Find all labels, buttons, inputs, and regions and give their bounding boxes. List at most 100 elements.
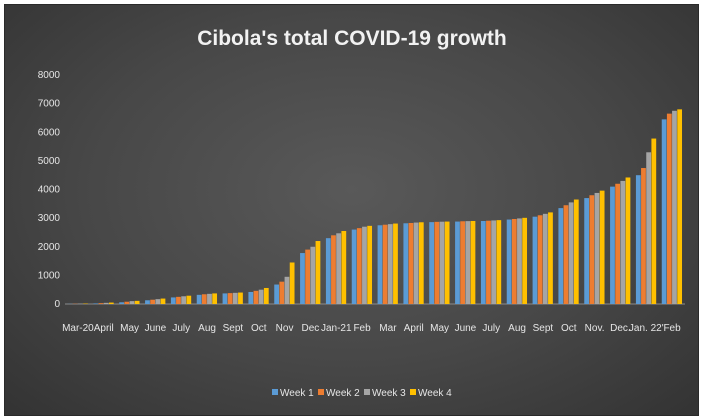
bar-week-3-14 — [439, 221, 445, 304]
bar-week-2-5 — [201, 294, 207, 304]
legend-label-week-3: Week 3 — [372, 388, 406, 399]
bar-week-3-20 — [594, 192, 600, 304]
bar-week-4-13 — [418, 222, 424, 304]
y-tick-label: 1000 — [38, 270, 61, 281]
bar-week-3-8 — [284, 276, 290, 304]
y-tick-label: 5000 — [38, 156, 61, 167]
bar-week-4-15 — [470, 220, 476, 304]
bar-week-2-18 — [537, 215, 543, 304]
bar-week-4-22 — [651, 138, 657, 304]
bar-week-4-12 — [393, 223, 398, 304]
y-axis-ticks: 0 1000 2000 3000 4000 5000 6000 7000 8000 — [38, 70, 61, 310]
bar-week-2-7 — [253, 290, 259, 304]
bar-week-3-18 — [542, 213, 548, 304]
bar-week-3-6 — [232, 292, 238, 304]
bar-week-3-4 — [181, 296, 187, 304]
bar-week-2-23 — [666, 113, 672, 304]
x-tick-label: Oct — [561, 323, 577, 334]
x-tick-label: June — [455, 323, 477, 334]
bar-week-1-15 — [455, 221, 460, 304]
bar-week-1-7 — [248, 291, 254, 304]
bar-week-2-14 — [434, 221, 440, 304]
x-tick-label: Nov — [276, 323, 294, 334]
x-tick-label: Jan-21 — [321, 323, 352, 334]
bar-week-2-10 — [331, 235, 336, 304]
bar-week-2-16 — [486, 220, 491, 304]
bar-week-1-14 — [429, 222, 435, 304]
bar-week-2-13 — [408, 222, 414, 304]
x-tick-label: Sept — [533, 323, 554, 334]
bar-week-2-9 — [305, 249, 311, 304]
bar-week-3-16 — [491, 220, 497, 304]
bar-week-1-16 — [480, 220, 486, 304]
chart-title: Cibola's total COVID-19 growth — [197, 27, 507, 50]
x-tick-label: Sept — [223, 323, 244, 334]
x-tick-label: Feb — [353, 323, 371, 334]
bar-week-3-1 — [103, 302, 109, 304]
x-tick-label: Feb — [663, 323, 681, 334]
x-tick-label: Nov. — [585, 323, 605, 334]
bar-week-2-8 — [279, 281, 285, 304]
bar-week-2-21 — [615, 183, 621, 304]
bar-week-4-3 — [160, 298, 166, 304]
y-tick-label: 3000 — [38, 213, 61, 224]
bar-week-1-12 — [377, 225, 383, 304]
bar-week-3-2 — [129, 301, 135, 304]
bar-week-4-11 — [367, 225, 373, 304]
x-tick-label: April — [404, 323, 424, 334]
bar-week-4-8 — [289, 262, 295, 304]
legend-swatch-week-3 — [364, 389, 370, 395]
bar-week-1-3 — [145, 300, 150, 304]
bar-week-3-10 — [336, 233, 342, 304]
bar-week-3-5 — [207, 293, 212, 304]
x-tick-label: Mar — [379, 323, 397, 334]
bar-week-1-11 — [351, 229, 357, 304]
bar-week-3-7 — [258, 289, 264, 304]
bar-week-4-5 — [212, 293, 218, 304]
bar-week-1-13 — [403, 223, 409, 304]
x-tick-label: June — [145, 323, 167, 334]
x-tick-label: Aug — [508, 323, 526, 334]
bar-week-2-2 — [124, 301, 130, 304]
legend-swatch-week-1 — [272, 389, 278, 395]
bar-week-2-15 — [460, 221, 466, 304]
bar-week-4-7 — [263, 287, 269, 304]
bar-week-2-3 — [150, 299, 156, 304]
bars-group — [67, 109, 683, 305]
bar-week-2-6 — [227, 293, 233, 304]
bar-week-4-9 — [315, 241, 321, 304]
bar-week-4-2 — [134, 300, 140, 304]
bar-week-2-11 — [356, 228, 362, 304]
bar-week-2-1 — [98, 303, 104, 304]
bar-week-4-17 — [522, 217, 528, 304]
legend-label-week-4: Week 4 — [418, 388, 452, 399]
bar-week-1-21 — [610, 186, 615, 304]
x-tick-label: Oct — [251, 323, 267, 334]
bar-week-4-6 — [238, 292, 243, 304]
bar-week-4-16 — [496, 220, 502, 304]
x-tick-label: Aug — [198, 323, 216, 334]
bar-week-2-12 — [382, 224, 388, 304]
legend-swatch-week-2 — [318, 389, 324, 395]
y-tick-label: 0 — [54, 299, 60, 310]
bar-week-1-9 — [300, 253, 305, 304]
legend: Week 1 Week 2 Week 3 Week 4 — [272, 388, 452, 399]
bar-week-1-6 — [222, 293, 228, 304]
bar-week-3-13 — [413, 222, 419, 304]
legend-swatch-week-4 — [410, 389, 416, 395]
bar-week-4-23 — [677, 109, 683, 304]
bar-week-1-2 — [119, 302, 125, 304]
bar-week-3-22 — [646, 152, 652, 304]
bar-week-1-8 — [274, 284, 280, 304]
legend-label-week-2: Week 2 — [326, 388, 360, 399]
bar-week-2-19 — [563, 205, 569, 304]
bar-week-1-5 — [196, 294, 202, 304]
bar-week-3-17 — [517, 218, 522, 304]
bar-week-4-19 — [573, 199, 579, 304]
x-tick-label: July — [172, 323, 190, 334]
bar-week-3-11 — [362, 226, 367, 304]
bar-week-4-14 — [444, 221, 450, 304]
bar-week-2-20 — [589, 195, 595, 304]
x-tick-label: May — [430, 323, 449, 334]
bar-week-2-22 — [641, 168, 646, 304]
